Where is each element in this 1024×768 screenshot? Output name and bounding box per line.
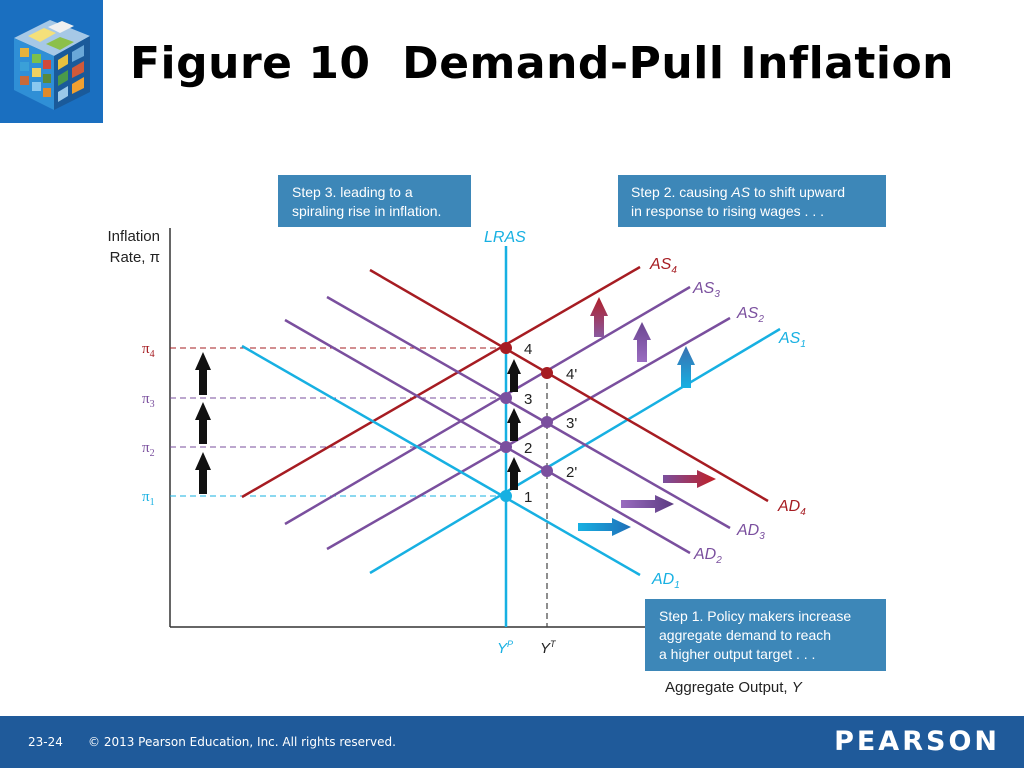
up-arrow-icon — [195, 352, 211, 395]
point-3-prime-label: 3' — [566, 415, 577, 432]
target-output-label: YT — [540, 639, 557, 657]
up-arrow-icon — [507, 408, 521, 441]
as4-label: AS4 — [649, 256, 677, 276]
step-1-line-3: a higher output target . . . — [659, 646, 815, 662]
demand-pull-diagram: 1 2 3 4 2' 3' 4' Inflation Rate, π π4 π3… — [107, 175, 886, 696]
point-3-prime — [541, 416, 553, 428]
rubik-cube-logo — [0, 0, 103, 123]
point-2-label: 2 — [524, 440, 532, 457]
pi3-label: π3 — [142, 391, 155, 410]
step-3-line-1: Step 3. leading to a — [292, 184, 413, 200]
step-3-box: Step 3. leading to a spiraling rise in i… — [278, 175, 471, 227]
up-arrow-icon — [507, 457, 521, 490]
potential-output-label: YP — [497, 639, 513, 657]
lras-label: LRAS — [484, 229, 526, 246]
as-shift-arrow-blue — [677, 346, 695, 388]
point-3-label: 3 — [524, 391, 532, 408]
step-1-line-1: Step 1. Policy makers increase — [659, 608, 851, 624]
point-1 — [500, 490, 512, 502]
copyright-text: © 2013 Pearson Education, Inc. All right… — [88, 735, 396, 749]
step-2-line-1: Step 2. causing AS to shift upward — [631, 184, 845, 200]
ad4-curve — [369, 268, 769, 503]
slide-number: 23-24 — [28, 735, 63, 749]
up-arrow-icon — [195, 402, 211, 444]
ad3-label: AD3 — [736, 522, 765, 542]
step-1-line-2: aggregate demand to reach — [659, 627, 831, 643]
ad1-label: AD1 — [651, 571, 680, 591]
step-1-box: Step 1. Policy makers increase aggregate… — [645, 599, 886, 671]
point-1-label: 1 — [524, 489, 532, 506]
y-axis-label-line1: Inflation — [107, 228, 160, 245]
as-shift-arrow-red — [590, 297, 608, 337]
step-2-box: Step 2. causing AS to shift upward in re… — [618, 175, 886, 227]
as2-label: AS2 — [736, 305, 764, 325]
point-4-label: 4 — [524, 341, 532, 358]
as-shift-arrow-purple — [633, 322, 651, 362]
pi4-label: π4 — [142, 341, 155, 360]
point-2-prime — [541, 465, 553, 477]
ad-shift-arrow-red — [663, 470, 716, 488]
lras-up-arrows — [507, 359, 521, 490]
footer-bar: 23-24 © 2013 Pearson Education, Inc. All… — [0, 716, 1024, 768]
point-4-prime — [541, 367, 553, 379]
as1-curve — [369, 327, 781, 575]
slide-title: Figure 10 Demand-Pull Inflation — [130, 38, 955, 89]
pi2-label: π2 — [142, 440, 155, 459]
pearson-logo: PEARSON — [834, 726, 1000, 757]
x-axis-label: Aggregate Output, Y — [665, 679, 803, 696]
ad1-curve — [241, 344, 641, 577]
as1-label: AS1 — [778, 330, 806, 350]
as3-label: AS3 — [692, 280, 720, 300]
ad2-curve — [284, 318, 691, 555]
point-4-prime-label: 4' — [566, 366, 577, 383]
y-axis-label-line2: Rate, π — [110, 249, 160, 266]
as4-curve — [241, 265, 641, 499]
ad4-label: AD4 — [777, 498, 806, 518]
point-3 — [500, 392, 512, 404]
ad3-curve — [326, 295, 731, 530]
up-arrow-icon — [507, 359, 521, 392]
point-2 — [500, 441, 512, 453]
ad-shift-arrow-blue — [578, 518, 631, 536]
ad-shift-arrow-purple — [621, 495, 674, 513]
up-arrow-icon — [195, 452, 211, 494]
point-4 — [500, 342, 512, 354]
point-2-prime-label: 2' — [566, 464, 577, 481]
as2-curve — [326, 316, 731, 551]
step-2-line-2: in response to rising wages . . . — [631, 203, 824, 219]
step-3-line-2: spiraling rise in inflation. — [292, 203, 441, 219]
as3-curve — [284, 285, 691, 526]
pi1-label: π1 — [142, 489, 155, 508]
ad2-label: AD2 — [693, 546, 722, 566]
pi-axis-up-arrows — [195, 352, 211, 494]
